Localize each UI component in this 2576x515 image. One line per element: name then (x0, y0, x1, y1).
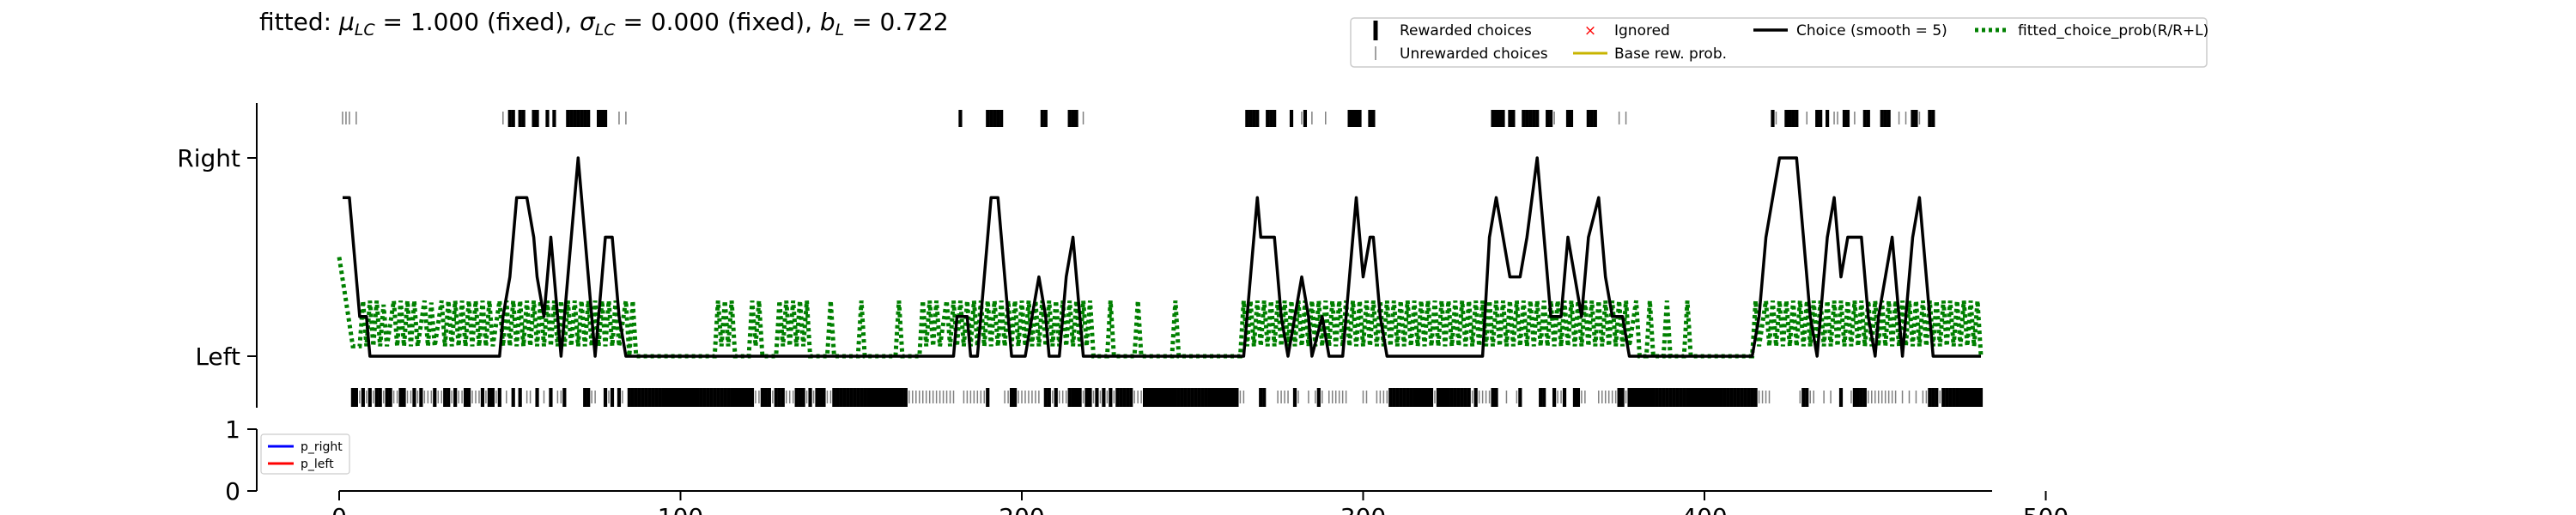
x-tick-label: 400 (1681, 503, 1727, 515)
prob-y-tick-label-1: 1 (225, 415, 240, 444)
x-tick-label: 500 (2023, 503, 2069, 515)
main-legend-frame (1350, 17, 2208, 68)
x-ticks: 0 100 200 300 400 500 (331, 491, 2069, 515)
y-tick-label-left: Left (195, 342, 240, 371)
y-tick-label-right: Right (177, 144, 240, 173)
x-tick-label: 200 (999, 503, 1044, 515)
legend-p-left-label: p_left (301, 457, 334, 471)
choice-axes: Right Left (177, 103, 258, 408)
unrewarded-right-ticks (342, 112, 1921, 124)
x-tick-label: 0 (331, 503, 347, 515)
prob-y-tick-label-0: 0 (225, 477, 240, 506)
legend-ignored-marker: × (1584, 22, 1596, 39)
x-tick-label: 100 (658, 503, 703, 515)
legend-small: p_right p_left (260, 433, 350, 475)
legend-fitted-label: fitted_choice_prob(R/R+L) (2018, 22, 2208, 39)
legend-base-prob-label: Base rew. prob. (1614, 45, 1727, 63)
reward-prob-axes: 1 0 p_right p_left (225, 415, 1992, 506)
unrewarded-left-ticks (359, 391, 1941, 403)
legend-choice-label: Choice (smooth = 5) (1796, 22, 1947, 39)
legend-rewarded-label: Rewarded choices (1400, 22, 1532, 39)
choice-smooth-line (343, 156, 1981, 358)
main-legend: Rewarded choices Unrewarded choices × Ig… (1350, 17, 2208, 68)
chart-title: fitted: μLC = 1.000 (fixed), σLC = 0.000… (259, 8, 949, 39)
x-tick-label: 300 (1340, 503, 1386, 515)
fitted-choice-prob-line (337, 257, 1984, 359)
legend-ignored-label: Ignored (1614, 22, 1670, 39)
rewarded-left-ticks (350, 388, 1984, 407)
rewarded-right-ticks (507, 110, 1935, 127)
legend-unrewarded-label: Unrewarded choices (1400, 45, 1548, 63)
legend-p-right-label: p_right (301, 440, 343, 454)
